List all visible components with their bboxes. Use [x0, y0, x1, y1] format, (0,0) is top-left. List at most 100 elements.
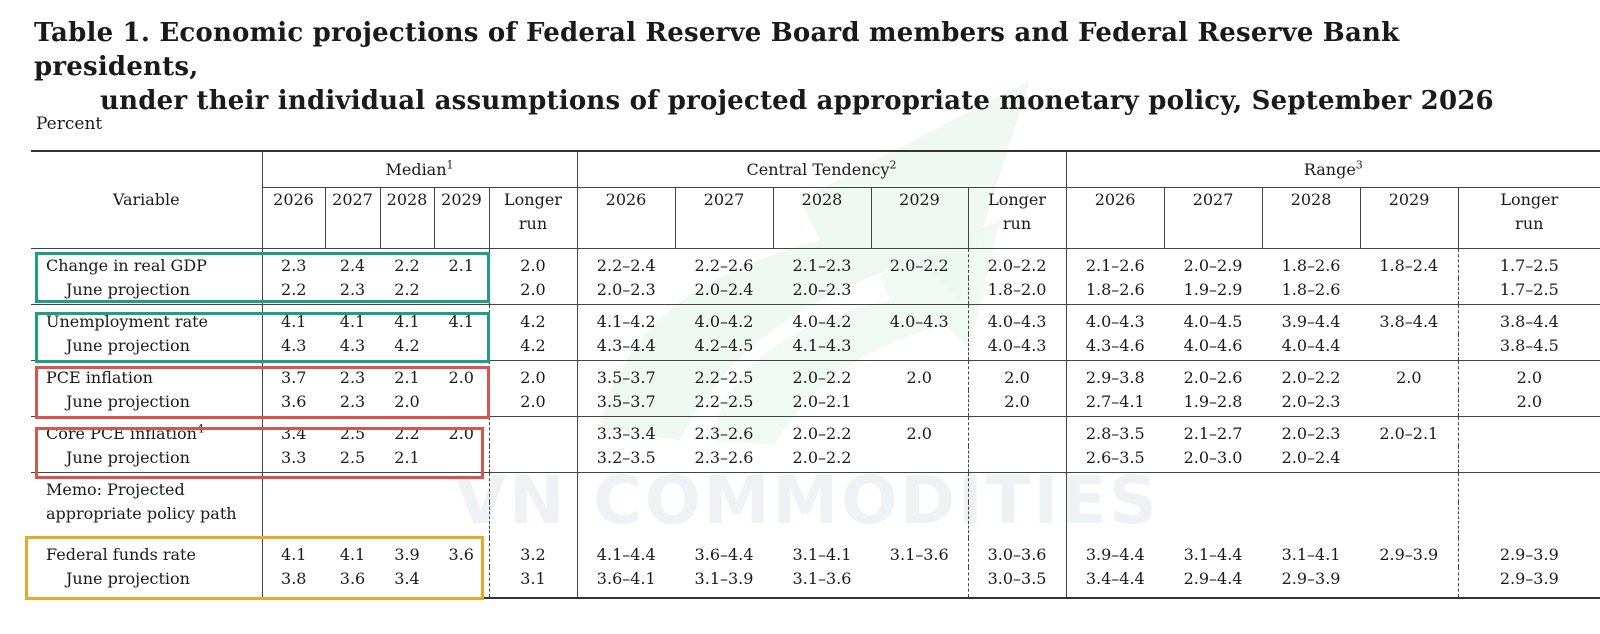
central-tendency-value: 4.0–4.3: [967, 304, 1067, 334]
central-tendency-value: 3.2–3.5: [576, 446, 675, 473]
table-row: June projection 3.8 3.6 3.4 3.1 3.6–4.1 3.1–3.…: [31, 567, 1600, 599]
range-value: 1.8–2.6: [1281, 256, 1341, 275]
median-value: 3.3: [261, 446, 325, 473]
variable-label: Federal funds rate: [46, 545, 196, 564]
central-tendency-value: 2.0–2.2: [889, 256, 949, 275]
memo-row: appropriate policy path: [31, 502, 1600, 538]
median-value: [488, 446, 577, 473]
empty-cell: [576, 502, 675, 538]
year-header: 2028: [379, 187, 434, 249]
central-tendency-value: [871, 390, 968, 417]
title-line-1: Table 1. Economic projections of Federal…: [34, 18, 1400, 82]
median-value: 4.2: [394, 336, 420, 355]
range-value: 3.1–4.1: [1281, 545, 1341, 564]
range-value: 3.8–4.4: [1360, 304, 1459, 334]
median-value: 2.1: [380, 360, 434, 390]
median-value: 3.1: [488, 567, 577, 599]
june-projection-label: June projection: [31, 567, 262, 599]
range-value: 2.1–2.6: [1065, 248, 1165, 278]
range-value: [1360, 567, 1459, 599]
range-value: 2.0–2.3: [1281, 392, 1341, 411]
median-value: 2.1: [448, 256, 474, 275]
central-tendency-value: 2.0: [871, 360, 968, 390]
median-value: 3.7: [261, 360, 325, 390]
year-header: 2029: [870, 187, 968, 249]
range-value: 1.8–2.4: [1379, 256, 1439, 275]
memo-label: appropriate policy path: [46, 504, 237, 523]
central-tendency-value: 2.0–2.2: [792, 448, 852, 467]
june-projection-label: June projection: [66, 392, 190, 411]
empty-cell: [967, 472, 1067, 502]
longer-run-header: Longer run: [1457, 187, 1600, 249]
table-row: Change in real GDP 2.3 2.4 2.2 2.1 2.0 2.2–2.4…: [31, 248, 1600, 278]
median-value: [434, 446, 489, 473]
year-header: 2029: [1359, 187, 1459, 249]
empty-cell: [773, 502, 871, 538]
central-tendency-value: [967, 416, 1067, 446]
range-value: 2.9–3.8: [1065, 360, 1165, 390]
year-header: 2028: [772, 187, 871, 249]
median-value: 3.6: [448, 545, 474, 564]
median-value: 3.4: [261, 416, 325, 446]
range-value: 4.0–4.6: [1183, 336, 1243, 355]
empty-cell: [1164, 472, 1263, 502]
central-tendency-value: [871, 334, 968, 361]
median-value: 3.8: [261, 567, 325, 599]
empty-cell: [325, 472, 380, 502]
central-tendency-value: 2.0–2.1: [792, 392, 852, 411]
central-tendency-value: 2.3–2.6: [675, 416, 773, 446]
central-tendency-value: 4.3–4.4: [576, 334, 675, 361]
range-value: 4.0–4.5: [1164, 304, 1263, 334]
header-central-tendency: Central Tendency2: [576, 150, 1067, 188]
table-row: June projection 4.3 4.3 4.2 4.2 4.3–4.4 4.2–4.…: [31, 334, 1600, 361]
range-value: 3.8–4.5: [1457, 334, 1600, 361]
median-value: 3.6: [325, 567, 380, 599]
memo-label: Memo: Projected: [31, 472, 262, 502]
range-value: [1457, 416, 1600, 446]
range-value: 3.9–4.4: [1262, 304, 1361, 334]
empty-cell: [261, 472, 325, 502]
median-value: 2.0: [488, 390, 577, 417]
range-value: 2.1–2.7: [1164, 416, 1263, 446]
year-header: 2026: [1065, 187, 1165, 249]
central-tendency-value: 2.0: [967, 360, 1067, 390]
central-tendency-value: [871, 567, 968, 599]
range-value: 4.3–4.6: [1065, 334, 1165, 361]
variable-label: Change in real GDP: [46, 256, 207, 275]
range-value: 1.9–2.9: [1183, 280, 1243, 299]
empty-cell: [871, 502, 968, 538]
variable-label: PCE inflation: [31, 360, 262, 390]
central-tendency-value: 3.6–4.4: [694, 545, 754, 564]
central-tendency-value: 1.8–2.0: [967, 278, 1067, 305]
range-value: 2.9–4.4: [1164, 567, 1263, 599]
median-value: [434, 390, 489, 417]
year-header: 2027: [674, 187, 773, 249]
range-value: 2.0: [1457, 390, 1600, 417]
central-tendency-value: [871, 446, 968, 473]
june-projection-label: June projection: [66, 448, 190, 467]
median-value: 4.2: [488, 334, 577, 361]
central-tendency-value: 3.1–3.9: [675, 567, 773, 599]
median-value: [434, 567, 489, 599]
empty-cell: [1065, 472, 1165, 502]
table-row: Unemployment rate 4.1 4.1 4.1 4.1 4.2 4.1–4.2 4…: [31, 304, 1600, 334]
table-row: Federal funds rate 4.1 4.1 3.9 3.6 3.2 4.1–4.4…: [31, 538, 1600, 567]
median-value: 2.3: [339, 280, 366, 299]
year-header: 2027: [1163, 187, 1263, 249]
variable-label: Unemployment rate: [31, 304, 262, 334]
year-header: 2028: [1261, 187, 1361, 249]
range-value: 4.0–4.3: [1065, 304, 1165, 334]
range-value: [1360, 446, 1458, 473]
projections-table: Variable Median1 Central Tendency2 Range…: [31, 150, 1600, 599]
central-tendency-value: 2.0: [967, 390, 1067, 417]
central-tendency-value: 3.1–3.6: [889, 545, 949, 564]
median-value: 2.1: [394, 448, 420, 467]
range-value: 3.1–4.4: [1183, 545, 1243, 564]
central-tendency-value: 2.0–2.2: [773, 416, 871, 446]
empty-cell: [261, 502, 325, 538]
median-value: 2.2: [261, 278, 325, 305]
central-tendency-value: 2.2–2.5: [675, 360, 773, 390]
range-value: 2.8–3.5: [1065, 416, 1165, 446]
empty-cell: [488, 502, 577, 538]
central-tendency-value: 3.0–3.6: [967, 538, 1067, 567]
